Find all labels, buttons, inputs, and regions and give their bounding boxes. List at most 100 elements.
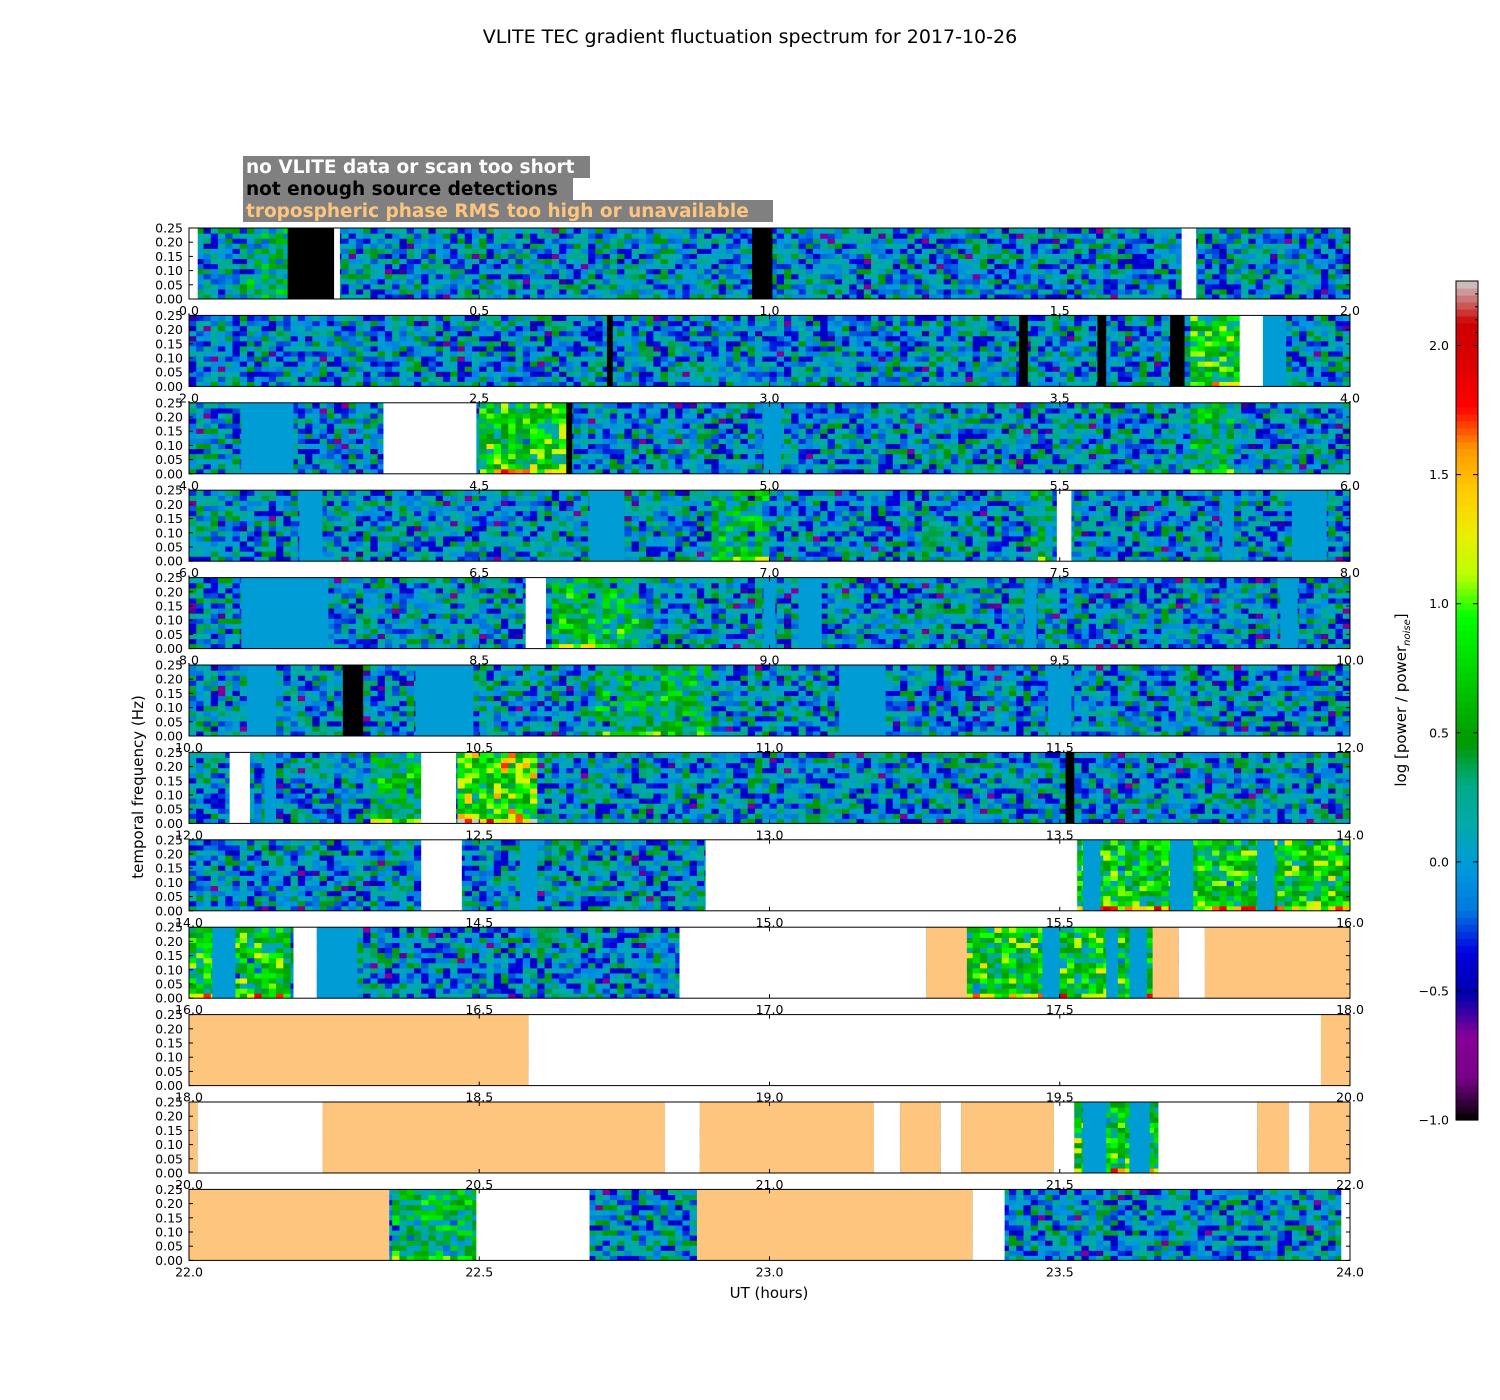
colorbar-segment: [1456, 952, 1478, 960]
colorbar-tick-label: 2.0: [1429, 338, 1449, 353]
colorbar-segment: [1456, 539, 1478, 548]
flag-orange: [1152, 927, 1179, 999]
y-tick-label: 0.00: [155, 466, 183, 481]
x-tick-label: 5.5: [1050, 478, 1070, 493]
x-tick-label: 12.5: [465, 827, 493, 842]
panel-row-2: 0.000.050.100.150.200.25 2.0 2.5 3.0 3.5 4.0: [155, 308, 1360, 406]
spectrum-cells: [189, 839, 1350, 911]
colorbar-segment: [1456, 630, 1478, 639]
y-tick-label: 0.20: [155, 322, 183, 337]
flag-white: [1289, 1102, 1310, 1173]
spectrum-cells: [189, 490, 1350, 562]
panel-row-3: 0.000.050.100.150.200.25 4.0 4.5 5.0 5.5 6.0: [155, 395, 1360, 493]
y-tick-label: 0.00: [155, 379, 183, 394]
x-tick-label: 19.5: [1046, 1090, 1074, 1105]
flag-black: [1019, 315, 1028, 387]
y-tick-label: 0.00: [155, 729, 183, 744]
colorbar-segment: [1456, 1057, 1478, 1065]
y-tick-label: 0.25: [155, 221, 183, 236]
flag-white: [1341, 1189, 1350, 1261]
spectrum-cells: [189, 927, 1350, 999]
colorbar-segment: [1456, 434, 1478, 443]
y-tick-label: 0.25: [155, 1007, 183, 1022]
colorbar-segment: [1456, 819, 1478, 827]
colorbar-segment: [1456, 322, 1478, 331]
colorbar-segment: [1456, 917, 1478, 925]
legend-item-black: not enough source detections: [243, 178, 573, 200]
y-tick-label: 0.25: [155, 658, 183, 673]
x-tick-label: 22.0: [1336, 1177, 1364, 1192]
y-tick-label: 0.20: [155, 934, 183, 949]
flag-orange: [189, 1189, 390, 1261]
y-tick-label: 0.25: [155, 920, 183, 935]
flag-white: [189, 228, 198, 299]
y-tick-label: 0.25: [155, 1182, 183, 1197]
flag-orange: [189, 1102, 198, 1173]
spectrum-cells: [189, 315, 1350, 387]
flag-orange: [1320, 1014, 1350, 1086]
x-tick-label: 11.0: [756, 740, 784, 755]
flag-black: [1097, 315, 1107, 387]
x-tick-label: 4.5: [469, 478, 489, 493]
x-tick-label: 15.0: [756, 915, 784, 930]
flag-orange: [1257, 1102, 1290, 1173]
y-tick-label: 0.10: [155, 1137, 183, 1152]
y-tick-label: 0.00: [155, 1253, 183, 1268]
uniform-column: [1262, 315, 1287, 387]
x-tick-label: 10.0: [175, 740, 203, 755]
colorbar-segment: [1456, 910, 1478, 918]
colorbar-segment: [1456, 980, 1478, 988]
colorbar-segment: [1456, 609, 1478, 618]
uniform-column: [264, 752, 277, 824]
y-tick-label: 0.10: [155, 788, 183, 803]
colorbar-segment: [1456, 574, 1478, 583]
colorbar-segment: [1456, 350, 1478, 359]
colorbar-segment: [1456, 896, 1478, 904]
flag-white: [421, 752, 457, 824]
y-tick-label: 0.15: [155, 1210, 183, 1225]
x-tick-label: 3.0: [760, 390, 780, 405]
colorbar-segment: [1456, 637, 1478, 646]
colorbar-segment: [1456, 1078, 1478, 1086]
panel-row-8: 0.000.050.100.150.200.25 14.0 14.5 15.0 15.5…: [155, 832, 1364, 930]
colorbar-segment: [1456, 616, 1478, 625]
x-tick-label: 10.5: [465, 740, 493, 755]
uniform-column: [763, 402, 782, 474]
colorbar-segment: [1456, 392, 1478, 401]
flag-white: [1181, 228, 1197, 299]
x-tick-label: 10.0: [1336, 653, 1364, 668]
panels-group: 0.000.050.100.150.200.250.0 0.5 1.0 1.5 2.00…: [155, 221, 1364, 1280]
colorbar-segment: [1456, 406, 1478, 415]
spectrum-cells: [189, 665, 1350, 736]
colorbar-segment: [1456, 581, 1478, 590]
panel-row-11: 0.000.050.100.150.200.25 20.0 20.5 21.0 21.5…: [155, 1095, 1364, 1193]
x-tick-label: 0.5: [469, 303, 489, 318]
flag-white: [528, 1014, 1321, 1086]
x-tick-label: 14.0: [175, 915, 203, 930]
y-tick-label: 0.20: [155, 235, 183, 250]
colorbar-segment: [1456, 735, 1478, 744]
uniform-column: [1291, 490, 1327, 562]
x-tick-label: 23.5: [1046, 1264, 1074, 1279]
colorbar-segment: [1456, 994, 1478, 1002]
uniform-column: [1048, 665, 1072, 736]
x-tick-label: 21.5: [1046, 1177, 1074, 1192]
x-tick-label: 0.0: [179, 303, 199, 318]
x-tick-label: 3.5: [1050, 390, 1070, 405]
colorbar-segment: [1456, 483, 1478, 492]
y-tick-label: 0.05: [155, 1064, 183, 1079]
y-tick-label: 0.10: [155, 1225, 183, 1240]
x-tick-label: 2.0: [1340, 303, 1360, 318]
spectrum-cells: [189, 752, 1350, 824]
y-tick-label: 0.10: [155, 438, 183, 453]
uniform-column: [1024, 577, 1037, 649]
x-tick-label: 18.0: [175, 1090, 203, 1105]
colorbar-segment: [1456, 602, 1478, 611]
uniform-column: [241, 577, 329, 649]
x-tick-label: 1.0: [760, 303, 780, 318]
colorbar-segment: [1456, 742, 1478, 751]
colorbar-segment: [1456, 455, 1478, 464]
flag-white: [525, 577, 547, 649]
colorbar-segment: [1456, 413, 1478, 422]
